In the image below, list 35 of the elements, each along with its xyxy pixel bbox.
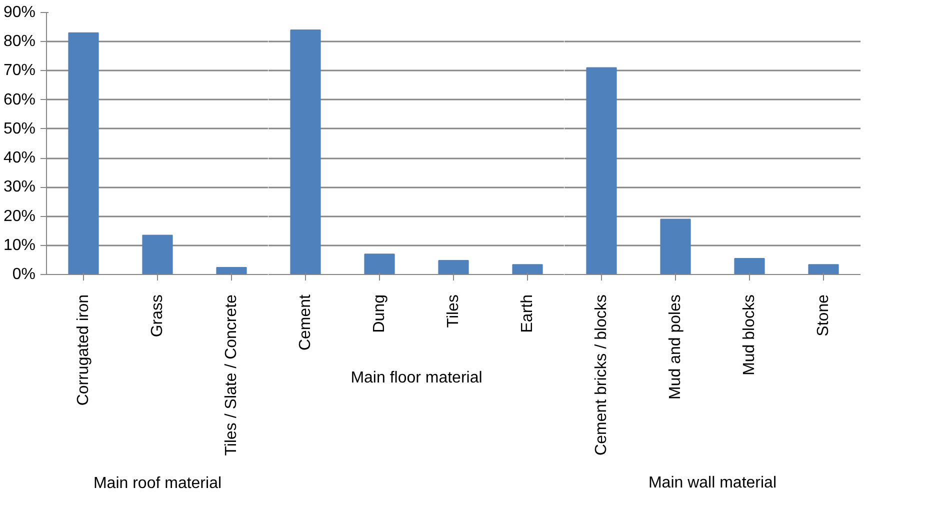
x-axis-title: Main floor material [350,370,482,387]
y-tick-label: 70% [3,62,36,80]
bar [438,260,469,274]
y-tick-label: 0% [12,266,36,283]
bar [512,264,543,274]
x-tick-label: Cement bricks / blocks [593,294,610,456]
x-tick-label: Corrugated iron [75,294,92,406]
bar [586,67,617,274]
y-tick-label: 30% [3,178,36,196]
y-tick-label: 10% [3,236,36,254]
bar [290,29,321,274]
bar [734,258,765,274]
x-tick-label: Dung [371,294,388,333]
x-tick-label: Tiles / Slate / Concrete [223,294,240,456]
x-tick-label: Cement [297,294,314,351]
x-axis-title: Main roof material [93,474,222,492]
y-tick-label: 40% [3,150,36,167]
x-tick-label: Stone [815,294,832,336]
y-tick-label: 20% [3,208,36,225]
bar [660,218,691,274]
bar [216,267,247,274]
y-tick-label: 60% [3,91,36,108]
bar [142,234,173,274]
x-tick-label: Mud and poles [667,294,684,400]
x-tick-label: Mud blocks [741,294,758,376]
x-axis-title: Main wall material [648,474,777,492]
bar [808,264,839,274]
bar [68,32,99,274]
y-tick-label: 50% [3,120,36,138]
bar [364,254,395,274]
x-tick-label: Earth [519,294,536,333]
y-tick-label: 90% [3,4,36,21]
y-tick-label: 80% [3,33,36,50]
x-tick-label: Grass [149,294,166,338]
x-tick-label: Tiles [445,294,462,328]
